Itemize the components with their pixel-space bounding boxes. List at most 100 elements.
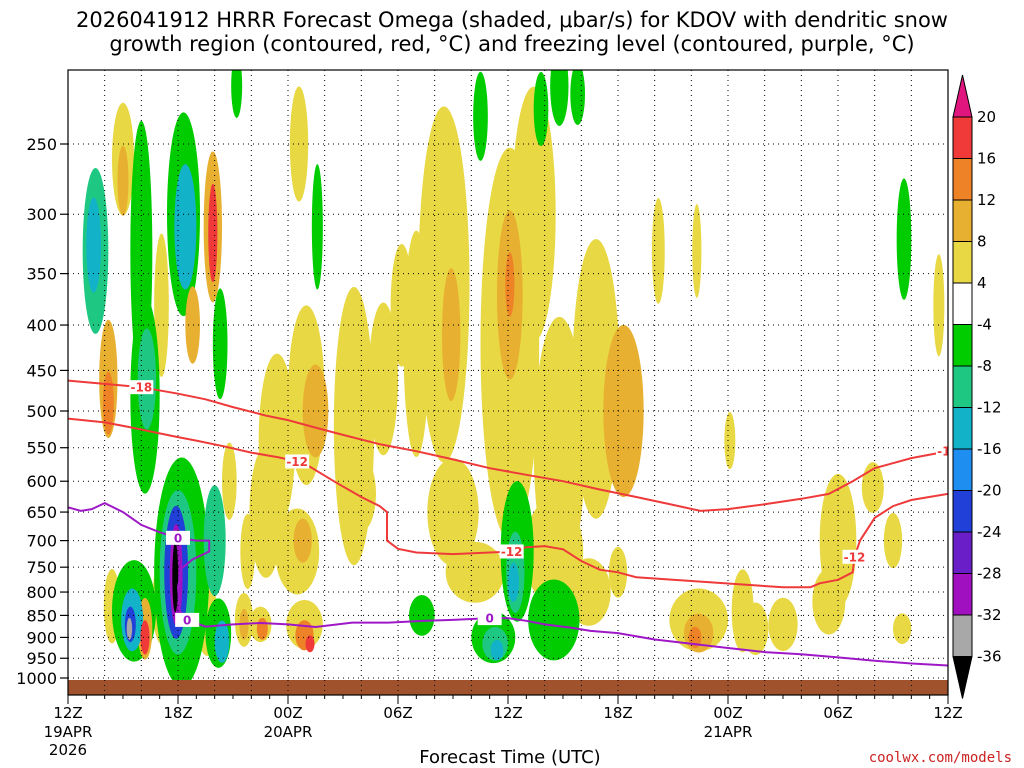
- colorbar-bin: [952, 407, 973, 450]
- omega-region: [528, 579, 580, 661]
- omega-region: [724, 412, 736, 470]
- colorbar-bin: [952, 199, 973, 242]
- contour-label-bg: [129, 380, 154, 395]
- omega-region: [86, 197, 101, 293]
- omega-region: [896, 178, 912, 300]
- contour-label-bg: [842, 549, 867, 564]
- colorbar-bin: [952, 448, 973, 491]
- omega-region: [570, 70, 585, 125]
- omega-region: [688, 626, 702, 649]
- omega-region: [222, 442, 237, 520]
- contour-label: -18: [130, 381, 152, 395]
- omega-region: [305, 635, 315, 653]
- colorbar-bin: [952, 531, 973, 574]
- omega-region: [214, 620, 230, 663]
- y-tick-label: 300: [26, 205, 57, 224]
- omega-region: [768, 597, 798, 651]
- x-tick-label: 18Z: [603, 704, 632, 722]
- omega-region: [368, 302, 399, 456]
- contour-label: 0: [485, 612, 493, 626]
- x-tick-label: 00Z: [713, 704, 742, 722]
- omega-region: [240, 513, 256, 590]
- omega-region: [409, 594, 435, 636]
- y-tick-label: 900: [26, 628, 57, 647]
- colorbar-label: 16: [977, 150, 996, 168]
- omega-region: [185, 286, 201, 364]
- omega-region: [293, 518, 312, 563]
- omega-region: [893, 613, 912, 645]
- colorbar-top-arrow: [952, 74, 973, 118]
- omega-region: [333, 287, 375, 566]
- omega-region: [311, 164, 323, 290]
- omega-region: [137, 328, 156, 430]
- colorbar-label: -4: [977, 316, 992, 334]
- colorbar-bin: [952, 490, 973, 533]
- terrain-band-fill: [68, 680, 948, 695]
- omega-region: [651, 198, 665, 304]
- x-tick-label: 12Z: [933, 704, 962, 722]
- omega-region: [174, 164, 197, 290]
- x-tick-label: 00Z: [273, 704, 302, 722]
- y-axis: 250 300 350 400 450 500 550 600 650 700 750 800 850 9…: [16, 135, 68, 688]
- colorbar-label: 4: [977, 274, 987, 292]
- x-tick-label: 06Z: [823, 704, 852, 722]
- credit-text: coolwx.com/models: [869, 750, 1012, 766]
- omega-region: [208, 183, 218, 283]
- y-tick-label: 250: [26, 135, 57, 154]
- y-tick-label: 650: [26, 503, 57, 522]
- colorbar-label: 8: [977, 233, 987, 251]
- omega-region: [302, 364, 329, 458]
- contour-label: 0: [183, 613, 191, 627]
- omega-region: [249, 446, 283, 578]
- colorbar-bin: [952, 116, 973, 159]
- x-tick-label: 12Z: [493, 704, 522, 722]
- contour-line: [68, 379, 948, 512]
- y-tick-label: 600: [26, 472, 57, 491]
- colorbar-label: -16: [977, 440, 1002, 458]
- contour-label: -12: [501, 545, 523, 559]
- x-tick-label: 06Z: [383, 704, 412, 722]
- colorbar-label: -20: [977, 482, 1002, 500]
- omega-region: [117, 145, 129, 216]
- colorbar-label: 12: [977, 191, 996, 209]
- x-tick-label: 12Z: [53, 704, 82, 722]
- omega-region: [126, 617, 133, 640]
- contour-label: 0: [174, 531, 182, 545]
- colorbar-label: -28: [977, 565, 1002, 583]
- colorbar-bottom-arrow: [952, 656, 973, 699]
- y-tick-label: 350: [26, 265, 57, 284]
- colorbar-label: -8: [977, 357, 992, 375]
- contour-label: -12: [844, 550, 866, 564]
- colorbar-bin: [952, 158, 973, 201]
- omega-region: [442, 268, 461, 401]
- omega-region: [933, 254, 945, 357]
- omega-region: [524, 497, 584, 606]
- y-tick-label: 750: [26, 558, 57, 577]
- contour-label-bg: [936, 444, 948, 459]
- omega-region: [172, 542, 179, 613]
- x-tick-date: 20APR: [264, 723, 313, 741]
- y-tick-label: 550: [26, 439, 57, 458]
- chart-title-line1: 2026041912 HRRR Forecast Omega (shaded, …: [76, 8, 948, 32]
- y-tick-label: 1000: [16, 669, 57, 688]
- omega-region: [742, 602, 769, 656]
- colorbar-bin: [952, 282, 973, 325]
- colorbar-bin: [952, 614, 973, 657]
- omega-region: [861, 462, 884, 513]
- colorbar-bin: [952, 241, 973, 284]
- x-tick-label: 18Z: [163, 704, 192, 722]
- y-tick-label: 850: [26, 606, 57, 625]
- colorbar-label: -32: [977, 606, 1002, 624]
- x-tick-date: 21APR: [704, 723, 753, 741]
- omega-region: [473, 71, 488, 161]
- contour-label-bg: [285, 454, 310, 469]
- omega-region: [212, 288, 228, 400]
- terrain-band: [68, 680, 948, 695]
- y-tick-label: 400: [26, 316, 57, 335]
- contour-label-bg: [175, 612, 200, 627]
- omega-region: [445, 541, 505, 603]
- x-tick-date: 19APR: [44, 723, 93, 741]
- x-tick-year: 2026: [49, 741, 87, 759]
- contour-label: -12: [286, 455, 308, 469]
